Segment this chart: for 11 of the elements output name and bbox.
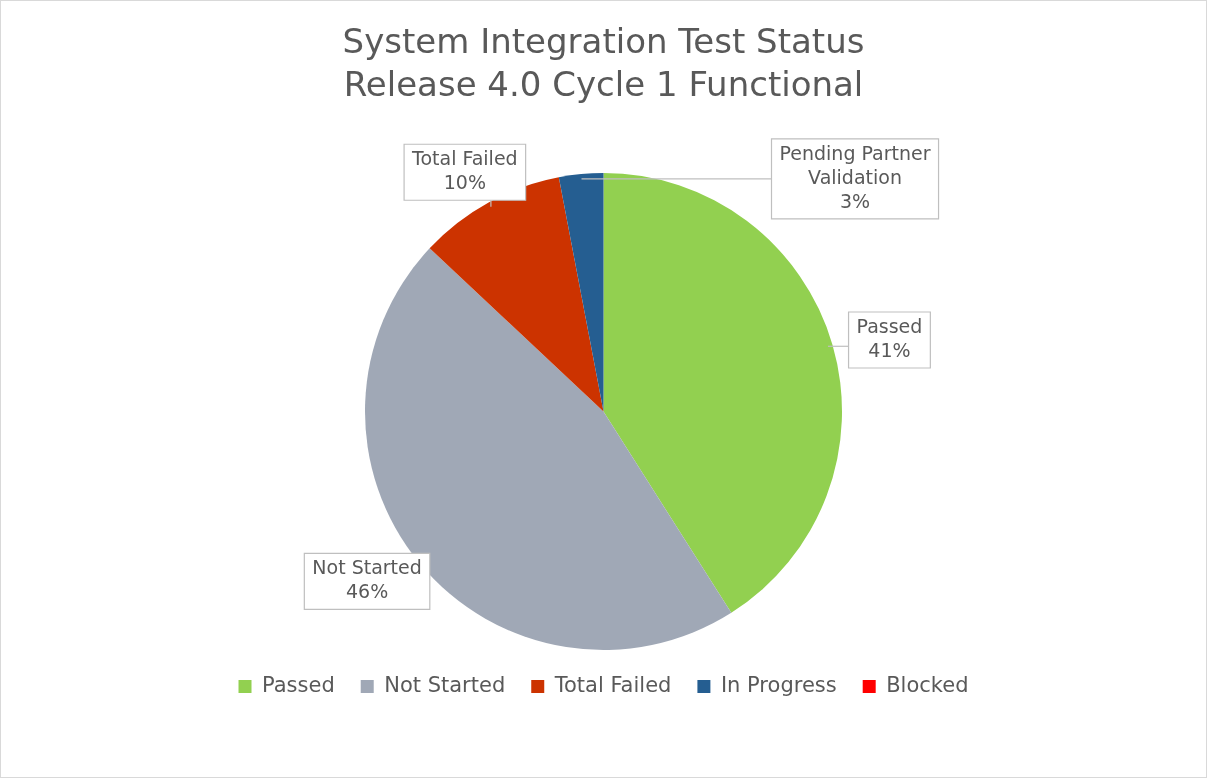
- legend-label: Passed: [262, 672, 335, 697]
- legend-label: In Progress: [720, 672, 837, 697]
- data-label: Passed 41%: [856, 314, 923, 361]
- legend-label: Blocked: [886, 672, 969, 697]
- data-label: Not Started 46%: [312, 556, 422, 603]
- data-label: Total Failed 10%: [411, 147, 518, 194]
- data-label: Pending Partner Validation 3%: [779, 141, 931, 212]
- text: Release 4.0 Cycle 1 Functional: [343, 63, 864, 104]
- text: System Integration Test Status: [342, 21, 865, 62]
- legend-label: Not Started: [384, 672, 506, 697]
- legend-label: Total Failed: [553, 672, 672, 697]
